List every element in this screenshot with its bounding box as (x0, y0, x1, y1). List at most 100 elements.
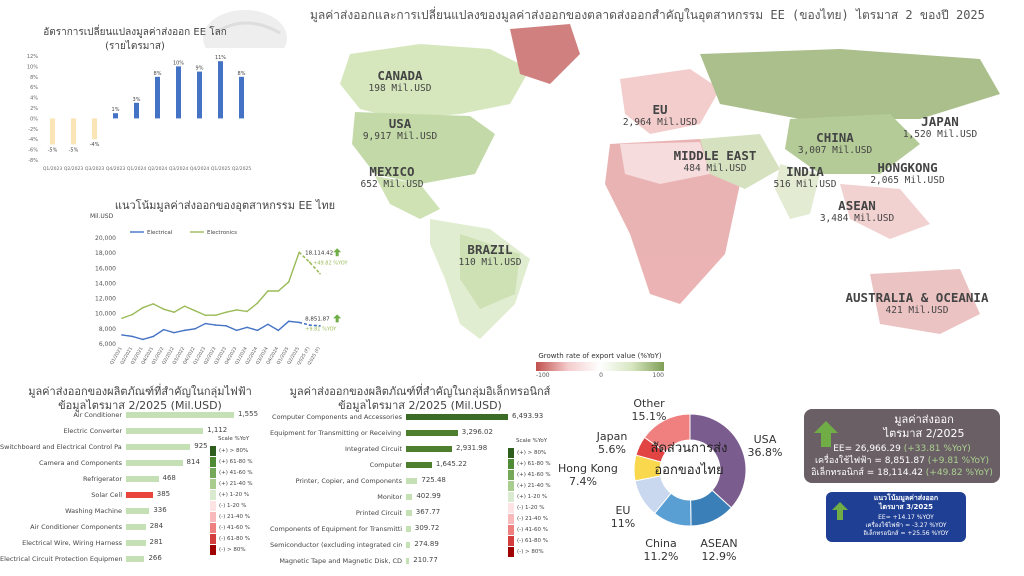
region-value: 484 Mil.USD (683, 163, 747, 174)
region-name: BRAZIL (467, 242, 513, 257)
bar-value-label: 8% (154, 71, 162, 77)
summary-tronic-pct: (+49.82 %YoY) (925, 468, 993, 478)
world-map (340, 24, 1000, 339)
map-scale-title: Growth rate of export value (%YoY) (538, 352, 662, 360)
data-point (152, 335, 155, 338)
bar (406, 510, 412, 516)
bar-value-label: 210.77 (413, 556, 438, 564)
bar-value-label: -5% (69, 147, 79, 153)
legend-item: (-) > 80% (210, 545, 270, 556)
bar-value-label: 281 (149, 538, 163, 546)
legend-label: (+) 21-40 % (517, 483, 551, 489)
pie-label-name: EU (615, 504, 631, 517)
legend-item: (+) 21-40 % (508, 481, 568, 492)
region-usa: USA 9,917 Mil.USD (350, 116, 450, 142)
region-name: USA (388, 116, 412, 131)
category-label: Equipment for Transmitting or Receiving … (270, 429, 402, 437)
region-value: 2,964 Mil.USD (622, 117, 698, 128)
pie-label: Hong Kong 7.4% (558, 462, 618, 488)
region-value: 9,917 Mil.USD (362, 131, 438, 142)
x-tick-label: Q1/2025 (211, 166, 231, 172)
summary-title-1: มูลค่าส่งออก (894, 413, 954, 426)
bar-value-label: 11% (215, 55, 226, 61)
bar (126, 556, 145, 562)
electronics-chart: Computer Components and Accessories 6,493… (270, 412, 570, 576)
bar-value-label: 6,493.93 (512, 412, 544, 420)
map-europe (620, 69, 720, 134)
bar-value-label: 2,931.98 (456, 444, 488, 452)
bar-value-label: 1% (112, 107, 120, 113)
electrical-subtitle: ข้อมูลไตรมาส 2/2025 (Mil.USD) (58, 399, 222, 412)
pie-label-value: 36.8% (747, 446, 783, 459)
legend-swatch (210, 468, 216, 478)
map-scale-tick: 100 (652, 372, 664, 379)
region-name: CHINA (816, 130, 854, 145)
legend-label: (+) 61-80 % (219, 459, 253, 465)
bar (126, 524, 146, 530)
map-africa (605, 139, 740, 304)
bar (406, 494, 413, 500)
legend-swatch (210, 512, 216, 522)
region-value: 652 Mil.USD (360, 179, 424, 190)
legend-swatch (508, 514, 514, 524)
pie-label: ASEAN 12.9% (694, 537, 744, 563)
data-point (194, 328, 196, 330)
legend-label: (+) 1-20 % (517, 494, 548, 500)
pie-label-name: Other (633, 397, 665, 410)
map-usa (352, 112, 495, 184)
category-label: Electrical Circuit Protection Equipment … (0, 555, 122, 563)
bar-value-label: 385 (156, 490, 171, 498)
region-mexico: MEXICO 652 Mil.USD (352, 164, 432, 190)
bar (126, 412, 234, 418)
bar (92, 118, 97, 140)
bar (406, 414, 508, 420)
bar (406, 526, 411, 532)
summary-ee-line: EE= 26,966.29 (+33.81 %YoY) (804, 443, 1000, 455)
data-point (214, 324, 217, 326)
summary-ee-label: EE= 26,966.29 (833, 444, 901, 454)
y-tick-label: 20,000 (95, 235, 116, 242)
data-point (235, 309, 238, 311)
legend-swatch (508, 448, 514, 458)
legend-item: (-) 1-20 % (508, 503, 568, 514)
series-line (121, 252, 300, 319)
map-scale-gradient (536, 362, 664, 371)
bar-value-label: 284 (149, 522, 164, 530)
map-scale-tick: -100 (536, 372, 550, 379)
category-label: Computer (369, 461, 402, 469)
legend-label: (-) 41-60 % (219, 525, 250, 531)
data-point (183, 305, 186, 307)
bar (406, 542, 411, 548)
category-label: Washing Machine (65, 507, 122, 515)
bar-value-label: 274.89 (414, 540, 439, 548)
region-name: MIDDLE EAST (673, 148, 757, 163)
data-point (298, 321, 300, 324)
region-brazil: BRAZIL 110 Mil.USD (450, 242, 530, 268)
bar-value-label: 9% (196, 66, 204, 72)
yoy-scale-legend: Scale %YoY (+) > 80% (+) 61-80 % (+) 41-60 … (508, 438, 568, 558)
summary-elec-line: เครื่องใช้ไฟฟ้า = 8,851.87 (+9.81 %YoY) (804, 455, 1000, 467)
data-point (173, 311, 175, 313)
yoy-scale-legend: Scale %YoY (+) > 80% (+) 61-80 % (+) 41-60 … (210, 436, 270, 556)
region-japan: JAPAN 1,520 Mil.USD (895, 114, 985, 140)
legend-label: (-) 1-20 % (517, 505, 545, 511)
data-point (225, 325, 228, 327)
legend-item: (-) 41-60 % (210, 523, 270, 534)
forecast-tronic: อิเล็กทรอนิกส์ = +25.56 %YOY (863, 530, 949, 537)
bar (406, 478, 418, 484)
legend-swatch (210, 490, 216, 500)
data-point (173, 331, 175, 334)
bar-value-label: 336 (153, 506, 167, 514)
category-label: Semiconductor (excluding integrated circ… (270, 541, 402, 549)
globe-decoration (203, 10, 287, 48)
summary-tronic-line: อิเล็กทรอนิกส์ = 18,114.42 (+49.82 %YoY) (804, 467, 1000, 479)
bar (50, 118, 55, 145)
bar-value-label: 1,555 (238, 410, 259, 418)
map-africa-north (620, 142, 710, 184)
bar-value-label: 402.99 (416, 492, 441, 500)
forecast-elec: เครื่องใช้ไฟฟ้า = -3.27 %YOY (865, 522, 947, 529)
bar-value-label: 266 (148, 554, 162, 562)
map-mexico (375, 176, 440, 219)
legend-item: (-) 61-80 % (508, 536, 568, 547)
region-value: 1,520 Mil.USD (902, 129, 978, 140)
